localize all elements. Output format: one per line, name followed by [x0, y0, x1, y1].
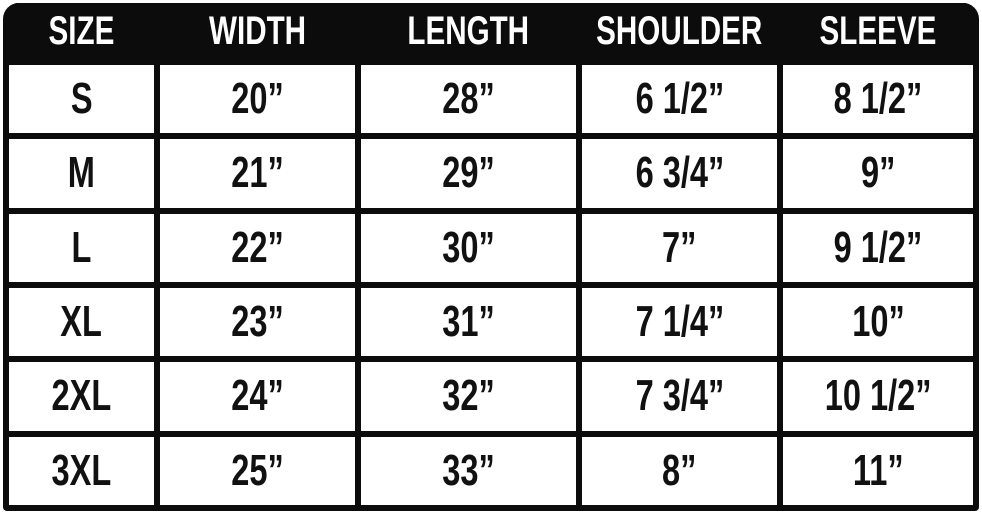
size-chart-table: SIZE WIDTH LENGTH SHOULDER SLEEVE S 20” …: [3, 3, 979, 511]
value-cell: 32”: [442, 371, 495, 421]
cell-xl-length: 31”: [361, 288, 576, 357]
row-label: XL: [60, 297, 103, 347]
cell-3xl-length: 33”: [361, 436, 576, 505]
cell-2xl-length: 32”: [361, 362, 576, 431]
value-cell: 10 1/2”: [824, 371, 932, 421]
cell-xl-sleeve: 10”: [783, 288, 973, 357]
value-cell: 8”: [662, 445, 697, 495]
value-cell: 7 1/4”: [635, 297, 724, 347]
cell-xl-shoulder: 7 1/4”: [582, 288, 777, 357]
column-header-size-label: SIZE: [48, 8, 115, 53]
value-cell: 6 3/4”: [635, 148, 724, 198]
cell-l-shoulder: 7”: [582, 213, 777, 282]
value-cell: 30”: [442, 222, 495, 272]
value-cell: 8 1/2”: [833, 74, 923, 124]
value-cell: 28”: [442, 74, 495, 124]
value-cell: 25”: [231, 445, 284, 495]
column-header-sleeve-label: SLEEVE: [819, 8, 937, 53]
cell-2xl-width: 24”: [160, 362, 355, 431]
cell-m-width: 21”: [160, 139, 355, 208]
cell-m-shoulder: 6 3/4”: [582, 139, 777, 208]
value-cell: 11”: [852, 445, 904, 495]
column-header-width-label: WIDTH: [208, 8, 306, 53]
cell-3xl-width: 25”: [160, 436, 355, 505]
cell-2xl-sleeve: 10 1/2”: [783, 362, 973, 431]
cell-xl-width: 23”: [160, 288, 355, 357]
row-label: 2XL: [51, 371, 112, 421]
value-cell: 29”: [442, 148, 495, 198]
column-header-length-label: LENGTH: [407, 8, 530, 53]
cell-s-length: 28”: [361, 65, 576, 134]
cell-s-shoulder: 6 1/2”: [582, 65, 777, 134]
value-cell: 7”: [662, 222, 697, 272]
value-cell: 7 3/4”: [635, 371, 724, 421]
row-label: 3XL: [51, 445, 112, 495]
row-label: M: [67, 148, 96, 198]
value-cell: 33”: [442, 445, 495, 495]
value-cell: 6 1/2”: [635, 74, 724, 124]
row-label-xl: XL: [9, 288, 154, 357]
value-cell: 21”: [231, 148, 284, 198]
cell-s-width: 20”: [160, 65, 355, 134]
value-cell: 24”: [231, 371, 284, 421]
column-header-length: LENGTH: [361, 3, 576, 59]
value-cell: 23”: [231, 297, 284, 347]
cell-m-sleeve: 9”: [783, 139, 973, 208]
cell-3xl-shoulder: 8”: [582, 436, 777, 505]
cell-3xl-sleeve: 11”: [783, 436, 973, 505]
size-chart-grid: SIZE WIDTH LENGTH SHOULDER SLEEVE S 20” …: [9, 3, 973, 505]
row-label: S: [70, 74, 93, 124]
value-cell: 20”: [231, 74, 284, 124]
cell-l-width: 22”: [160, 213, 355, 282]
value-cell: 9 1/2”: [833, 222, 923, 272]
cell-l-sleeve: 9 1/2”: [783, 213, 973, 282]
cell-l-length: 30”: [361, 213, 576, 282]
column-header-shoulder: SHOULDER: [582, 3, 777, 59]
column-header-size: SIZE: [9, 3, 154, 59]
value-cell: 31”: [442, 297, 495, 347]
row-label-2xl: 2XL: [9, 362, 154, 431]
value-cell: 22”: [231, 222, 284, 272]
cell-2xl-shoulder: 7 3/4”: [582, 362, 777, 431]
row-label-l: L: [9, 213, 154, 282]
column-header-shoulder-label: SHOULDER: [596, 8, 763, 53]
value-cell: 10”: [851, 297, 905, 347]
row-label-3xl: 3XL: [9, 436, 154, 505]
value-cell: 9”: [860, 148, 896, 198]
column-header-width: WIDTH: [160, 3, 355, 59]
row-label-m: M: [9, 139, 154, 208]
cell-m-length: 29”: [361, 139, 576, 208]
column-header-sleeve: SLEEVE: [783, 3, 973, 59]
row-label: L: [71, 222, 92, 272]
cell-s-sleeve: 8 1/2”: [783, 65, 973, 134]
row-label-s: S: [9, 65, 154, 134]
